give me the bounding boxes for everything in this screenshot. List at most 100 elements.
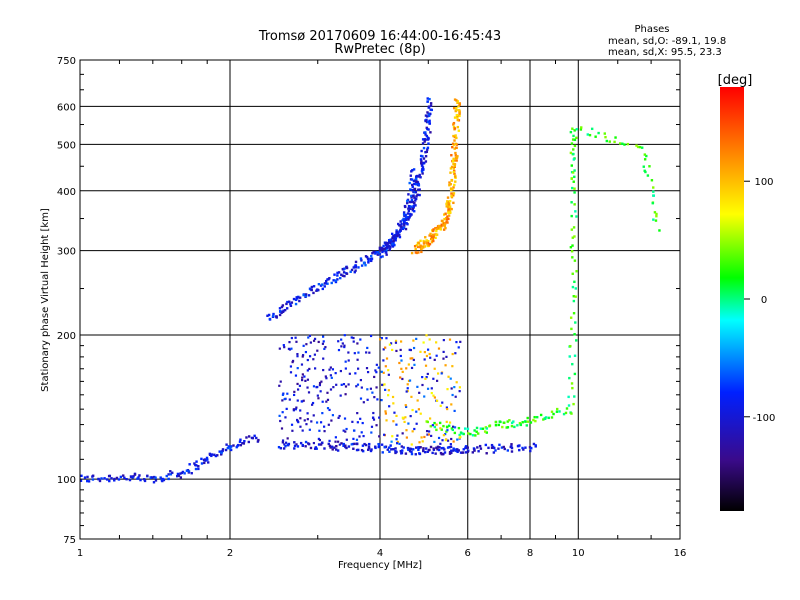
data-point: [388, 239, 392, 243]
data-point: [401, 370, 404, 373]
data-point: [280, 305, 284, 309]
data-point: [334, 440, 337, 443]
data-point: [646, 174, 650, 177]
data-point: [403, 214, 406, 217]
data-point: [550, 416, 554, 419]
data-point: [354, 372, 357, 375]
data-point: [571, 186, 574, 190]
data-point: [321, 283, 324, 286]
data-point: [440, 372, 443, 375]
data-point: [294, 408, 297, 411]
data-point: [438, 446, 441, 449]
data-point: [220, 451, 223, 454]
data-point: [219, 453, 223, 456]
data-point: [569, 130, 573, 134]
data-point: [324, 346, 327, 349]
data-point: [279, 419, 282, 423]
data-point: [455, 136, 458, 140]
data-point: [291, 429, 294, 432]
data-point: [453, 159, 457, 162]
data-point: [339, 276, 342, 280]
data-point: [425, 150, 429, 153]
data-point: [225, 443, 228, 446]
data-point: [317, 443, 321, 446]
data-point: [337, 340, 340, 343]
data-point: [296, 353, 299, 356]
data-point: [413, 210, 416, 213]
data-point: [345, 446, 348, 450]
data-point: [455, 108, 458, 112]
data-point: [425, 354, 429, 358]
data-point: [448, 200, 452, 203]
data-point: [457, 449, 460, 452]
data-point: [510, 443, 513, 446]
data-point: [573, 280, 576, 284]
data-point: [345, 266, 349, 270]
data-point: [505, 426, 508, 429]
data-point: [407, 193, 410, 196]
data-point: [128, 478, 132, 482]
data-point: [311, 401, 315, 405]
data-point: [399, 348, 402, 352]
data-point: [227, 445, 230, 448]
data-point: [296, 382, 299, 386]
data-point: [292, 408, 295, 411]
data-point: [459, 451, 463, 454]
data-point: [207, 461, 210, 464]
data-point: [456, 118, 459, 122]
data-point: [283, 308, 287, 312]
data-point: [398, 361, 401, 365]
data-point: [154, 476, 157, 479]
data-point: [423, 138, 427, 141]
data-point: [358, 435, 361, 438]
data-point: [86, 475, 89, 479]
data-point: [448, 184, 451, 187]
data-point: [458, 386, 462, 389]
data-point: [390, 240, 393, 243]
data-point: [412, 448, 415, 451]
data-point: [424, 364, 428, 367]
data-point: [414, 251, 418, 254]
data-point: [455, 159, 458, 162]
data-point: [401, 432, 404, 435]
data-point: [359, 397, 363, 400]
data-point: [424, 160, 428, 163]
data-point: [241, 441, 244, 445]
data-point: [398, 224, 401, 227]
data-point: [500, 446, 504, 449]
data-point: [521, 446, 524, 450]
data-point: [469, 432, 472, 436]
data-point: [367, 261, 370, 264]
data-point: [426, 348, 430, 351]
data-point: [375, 371, 378, 374]
data-point: [417, 446, 421, 450]
data-point: [452, 106, 456, 110]
data-point: [179, 476, 183, 479]
data-point: [316, 288, 319, 291]
data-point: [459, 340, 462, 343]
data-point: [421, 168, 425, 171]
data-point: [105, 478, 109, 481]
data-point: [360, 431, 363, 434]
data-point: [313, 353, 316, 356]
y-tick-label: 600: [57, 102, 76, 113]
data-point: [323, 285, 326, 288]
data-point: [290, 301, 294, 304]
data-point: [568, 355, 571, 358]
data-point: [451, 393, 454, 397]
data-point: [447, 211, 450, 214]
data-point: [393, 243, 396, 247]
data-point: [429, 104, 433, 108]
data-point: [318, 429, 321, 432]
data-point: [417, 245, 420, 249]
data-point: [195, 460, 198, 463]
data-point: [442, 434, 445, 437]
data-point: [388, 343, 391, 346]
data-point: [494, 424, 498, 427]
data-point: [242, 442, 246, 445]
data-point: [285, 407, 288, 410]
data-point: [194, 467, 198, 471]
data-point: [432, 447, 435, 450]
data-point: [294, 302, 298, 306]
data-point: [450, 449, 453, 452]
